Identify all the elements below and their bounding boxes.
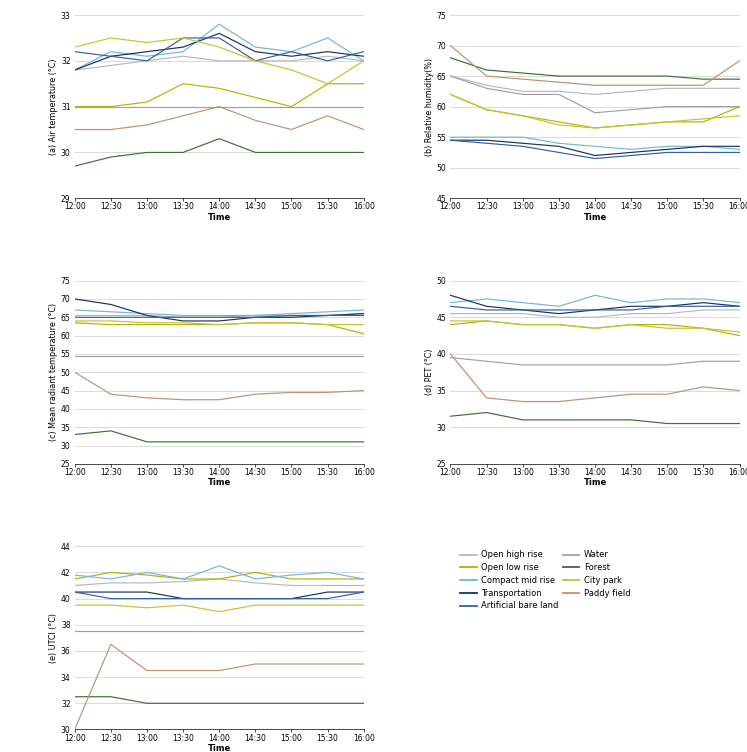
X-axis label: Time: Time (208, 744, 231, 752)
X-axis label: Time: Time (208, 478, 231, 487)
Y-axis label: (c) Mean radiant temperature (°C): (c) Mean radiant temperature (°C) (49, 303, 58, 441)
Y-axis label: (d) PET (°C): (d) PET (°C) (425, 349, 434, 396)
Y-axis label: (a) Air temperature (°C): (a) Air temperature (°C) (49, 59, 58, 155)
X-axis label: Time: Time (583, 213, 607, 222)
Y-axis label: (b) Relative humidity(%): (b) Relative humidity(%) (425, 58, 434, 156)
Y-axis label: (e) UTCI (°C): (e) UTCI (°C) (49, 613, 58, 663)
Legend: Open high rise, Open low rise, Compact mid rise, Transportation, Artificial bare: Open high rise, Open low rise, Compact m… (460, 550, 630, 611)
X-axis label: Time: Time (583, 478, 607, 487)
X-axis label: Time: Time (208, 213, 231, 222)
